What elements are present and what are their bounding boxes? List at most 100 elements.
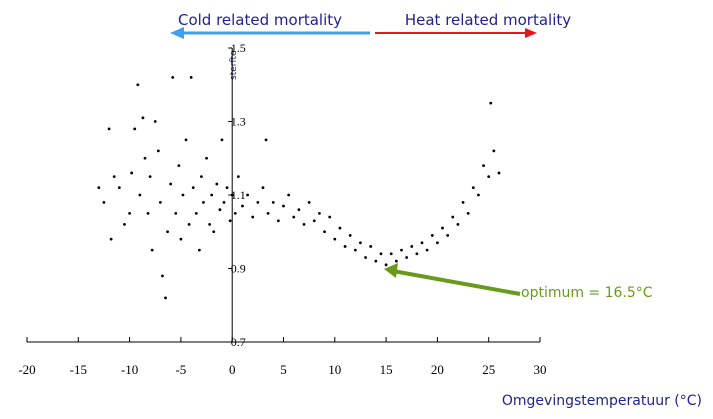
point [150,248,154,252]
point [297,208,301,212]
point [210,193,214,197]
x-tick-label: 15 [380,362,393,377]
plot: -20 -15 -10 -5 0 5 10 15 20 25 30 0.7 0.9 1.1 1.3 1.5 [18,41,546,377]
point [228,219,232,223]
point [112,175,116,179]
point [241,204,244,208]
point [482,164,485,168]
point [158,200,162,204]
point [148,175,152,179]
point [487,175,491,179]
point [212,230,216,234]
x-tick-label: 20 [431,362,444,377]
point [189,76,193,79]
point [220,138,224,142]
point [492,149,496,153]
point [328,215,332,219]
point [166,230,169,234]
point [374,259,378,263]
point [384,263,388,267]
point [400,248,403,252]
point [256,200,260,204]
point [133,127,137,131]
header-left: Cold related mortality [178,11,342,29]
point [205,156,208,160]
point [307,200,311,204]
optimum-arrow [392,269,521,296]
point [136,83,140,87]
x-tick-label: -5 [175,362,186,377]
point [222,200,226,204]
point [97,186,101,190]
point [197,248,201,252]
y-tick-label: 1.1 [231,188,246,202]
point [251,215,255,219]
point [128,211,132,215]
point [141,116,145,120]
point [318,211,321,215]
point [264,138,268,142]
point [451,215,455,219]
point [359,241,362,245]
point [466,211,470,215]
point [436,241,439,245]
point [179,237,183,241]
point [187,223,191,226]
annotation: optimum = 16.5°C [521,285,653,301]
point [130,171,134,175]
point [233,211,237,215]
point [161,274,164,278]
cold-arrow-head [170,27,184,39]
point [107,127,111,131]
point [181,193,185,197]
point [194,211,198,215]
point [353,248,357,252]
optimum-arrow-head [384,263,398,278]
point [266,211,270,215]
point [489,101,493,105]
point [225,186,229,190]
point [109,237,113,241]
x-tick-label: 10 [328,362,341,377]
point [202,200,205,204]
point [343,245,347,248]
x-tick-label: 25 [482,362,495,377]
point [348,234,352,237]
point [446,234,450,237]
x-tick-label: -20 [18,362,35,377]
point [215,182,219,186]
point [184,138,188,142]
x-tick-label: 0 [229,362,236,377]
point [477,193,480,197]
point [405,256,409,259]
x-tick-label: 30 [534,362,547,377]
point [117,186,121,190]
heat-arrow-head [525,28,537,38]
point [146,211,150,215]
point [271,200,275,204]
point [394,259,398,263]
point [333,237,337,241]
point [364,256,367,259]
point [218,208,222,212]
y-tick-label: 1.5 [231,41,246,55]
x-tick-label: -10 [121,362,138,377]
point [497,171,501,175]
point [302,223,306,226]
x-tick-label: 5 [280,362,287,377]
point [191,186,195,190]
point [169,182,173,186]
point [261,186,265,190]
header-right: Heat related mortality [405,11,571,29]
point [456,223,460,226]
point [164,296,167,300]
point [369,245,373,248]
point [312,219,316,223]
point [153,120,157,123]
y-tick-label: 0.7 [231,335,246,349]
point [200,175,203,179]
x-tick-label: -15 [70,362,87,377]
point [276,219,280,223]
point [156,149,160,153]
